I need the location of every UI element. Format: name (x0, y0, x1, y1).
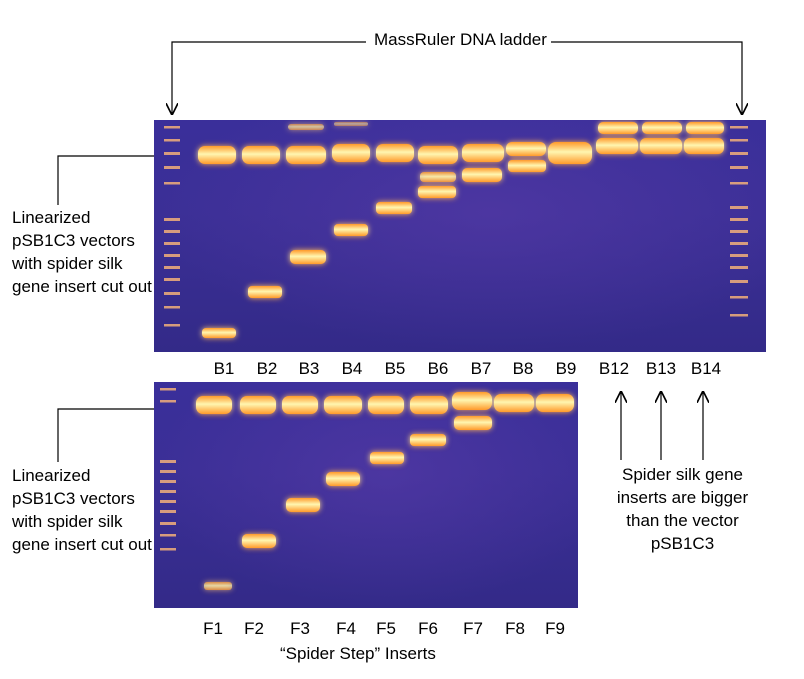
lane-label-f4: F4 (336, 619, 356, 638)
lane-label-b13: B13 (645, 359, 677, 378)
band-f3-insert (286, 498, 320, 512)
bottom-title: “Spider Step” Inserts (280, 644, 436, 663)
band-b3-insert (290, 250, 326, 264)
band-f4-vector (324, 396, 362, 414)
left-top-arrow-icon (57, 156, 188, 205)
lane-label-f6: F6 (418, 619, 438, 638)
band-f2-insert (242, 534, 276, 548)
ladder-title: MassRuler DNA ladder (370, 30, 551, 50)
left-bottom-arrow-icon (57, 409, 188, 462)
bottom-gel-image (154, 382, 578, 608)
ladder-left (164, 126, 180, 327)
right-annotation: Spider silk gene inserts are bigger than… (616, 465, 749, 553)
lane-label-b3: B3 (298, 359, 320, 378)
band-f2-vector (240, 396, 276, 414)
lane-label-f3: F3 (290, 619, 310, 638)
band-b8-insert (508, 160, 546, 172)
lane-label-b1: B1 (213, 359, 235, 378)
band-b12-vector (596, 138, 638, 154)
band-b2-vector (242, 146, 280, 164)
band-b9-vector (548, 142, 592, 164)
lane-label-f8: F8 (505, 619, 525, 638)
band-b1-insert (202, 328, 236, 338)
band-b14-vector (684, 138, 724, 154)
band-b5-vector (376, 144, 414, 162)
band-f5-vector (368, 396, 404, 414)
band-f6-insert (410, 434, 446, 446)
lane-label-b12: B12 (598, 359, 630, 378)
ladder-bottom (160, 388, 176, 551)
lane-label-f1: F1 (203, 619, 223, 638)
band-b2-insert (248, 286, 282, 298)
lane-label-b2: B2 (256, 359, 278, 378)
band-b7-vector (462, 144, 504, 162)
band-f6-vector (410, 396, 448, 414)
lane-label-b5: B5 (384, 359, 406, 378)
band-b4-insert (334, 224, 368, 236)
band-b13-vector (640, 138, 682, 154)
band-b6-vector (418, 146, 458, 164)
lane-label-b6: B6 (427, 359, 449, 378)
band-b8-vector (506, 142, 546, 156)
lane-label-f2: F2 (244, 619, 264, 638)
bottom-gel-bands (160, 388, 574, 590)
band-f7-insert (454, 416, 492, 430)
lane-label-f9: F9 (545, 619, 565, 638)
band-f5-insert (370, 452, 404, 464)
band-b3-vector (286, 146, 326, 164)
band-f1-vector (196, 396, 232, 414)
lane-label-b8: B8 (512, 359, 534, 378)
band-f9-vector (536, 394, 574, 412)
left-annotation-top: Linearized pSB1C3 vectors with spider si… (12, 208, 152, 296)
band-f8-vector (494, 394, 534, 412)
ladder-right (730, 126, 748, 317)
band-f1-insert (204, 582, 232, 590)
lane-label-b9: B9 (555, 359, 577, 378)
band-b1-vector (198, 146, 236, 164)
ladder-bracket (172, 41, 742, 114)
band-b5-insert (376, 202, 412, 214)
lane-label-f5: F5 (376, 619, 396, 638)
left-annotation-bottom: Linearized pSB1C3 vectors with spider si… (12, 466, 152, 554)
top-gel-bands (164, 122, 748, 338)
top-gel-image (154, 120, 766, 352)
band-b4-vector (332, 144, 370, 162)
band-b6-insert (418, 186, 456, 198)
lane-label-b7: B7 (470, 359, 492, 378)
band-f4-insert (326, 472, 360, 486)
band-f7-vector (452, 392, 492, 410)
lane-label-b4: B4 (341, 359, 363, 378)
lane-label-b14: B14 (690, 359, 722, 378)
band-f3-vector (282, 396, 318, 414)
lane-label-f7: F7 (463, 619, 483, 638)
band-b7-insert (462, 168, 502, 182)
